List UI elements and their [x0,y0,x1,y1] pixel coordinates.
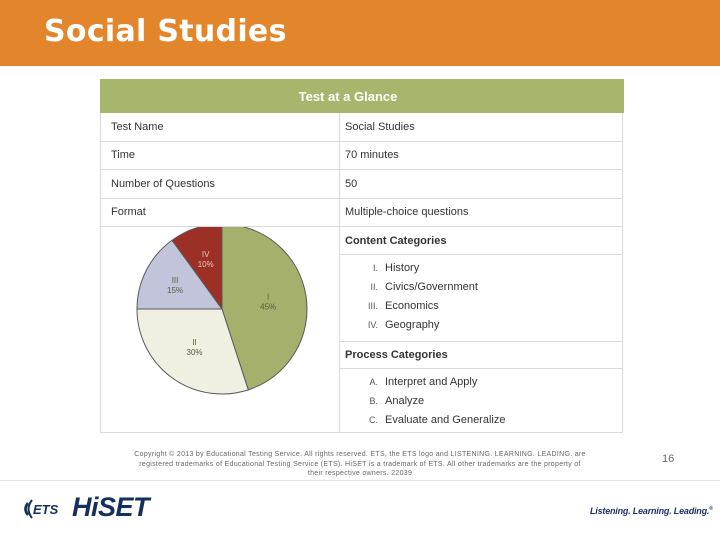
registered-mark: ® [709,506,713,512]
row-label: Number of Questions [100,170,340,199]
table-row: Time 70 minutes [100,141,624,170]
footer-divider [0,480,720,481]
pie-slice-percent: 30% [187,348,203,357]
list-item: II. Civics/Government [340,279,623,298]
pie-slice-label: I [267,293,269,302]
list-item: B. Analyze [340,393,623,412]
row-value: Social Studies [340,113,623,142]
pie-slice-percent: 10% [198,260,214,269]
item-number: IV. [367,320,378,330]
item-number: A. [369,377,378,387]
table-grid: Test Name Social Studies Time 70 minutes… [100,113,624,433]
list-item: A. Interpret and Apply [340,374,623,393]
tagline-text: Listening. Learning. Leading. [590,506,710,516]
row-value: 70 minutes [340,141,623,170]
pie-slice-percent: 15% [167,286,183,295]
list-item: IV. Geography [340,317,623,336]
item-number: B. [369,396,378,406]
table-title: Test at a Glance [100,79,624,113]
pie-slice-percent: 45% [260,303,276,312]
row-value: Multiple-choice questions [340,198,623,227]
pie-slice-label: III [172,276,179,285]
item-label: History [385,262,420,274]
row-label: Time [100,141,340,170]
copyright-line: their respective owners. 22039 [307,470,413,477]
item-label: Evaluate and Generalize [385,414,506,426]
item-number: C. [369,415,378,425]
pie-slice-i [221,223,308,391]
item-label: Analyze [385,395,425,407]
item-number: II. [370,282,378,292]
item-label: Economics [385,300,439,312]
copyright-notice: Copyright © 2013 by Educational Testing … [120,450,600,479]
categories-cell: Content Categories I. History II. Civics… [340,227,623,433]
page-number: 16 [662,453,675,465]
item-label: Geography [385,319,440,331]
item-label: Interpret and Apply [385,376,478,388]
ets-logo: ETS [24,499,59,519]
list-item: III. Economics [340,298,623,317]
hiset-logo: HiSET [72,492,150,522]
table-row: Test Name Social Studies [100,113,624,142]
pie-slice-iii [136,239,223,310]
item-label: Civics/Government [385,281,478,293]
copyright-line: Copyright © 2013 by Educational Testing … [134,451,586,458]
table-row: Format Multiple-choice questions [100,198,624,227]
header-bar: Social Studies [0,0,720,66]
list-item: I. History [340,260,623,279]
pie-slice-label: IV [202,250,210,259]
pie-slice-ii [136,308,249,395]
row-label: Test Name [100,113,340,142]
row-value: 50 [340,170,623,199]
copyright-line: registered trademarks of Educational Tes… [139,460,581,468]
tagline: Listening. Learning. Leading.® [590,506,713,516]
test-at-a-glance-table: Test at a Glance Test Name Social Studie… [100,79,624,433]
row-label: Format [100,198,340,227]
item-number: I. [372,263,378,273]
ets-logo-text: ETS [33,502,59,517]
table-row: Number of Questions 50 [100,170,624,199]
list-item: C. Evaluate and Generalize [340,412,623,431]
content-categories-heading: Content Categories [340,227,623,255]
pie-slice-label: II [192,338,196,347]
process-categories-heading: Process Categories [340,341,623,369]
pie-chart-cell: I 45% II 30% III 15% IV 10% [100,223,340,433]
page-title: Social Studies [44,14,287,49]
item-number: III. [367,301,378,311]
